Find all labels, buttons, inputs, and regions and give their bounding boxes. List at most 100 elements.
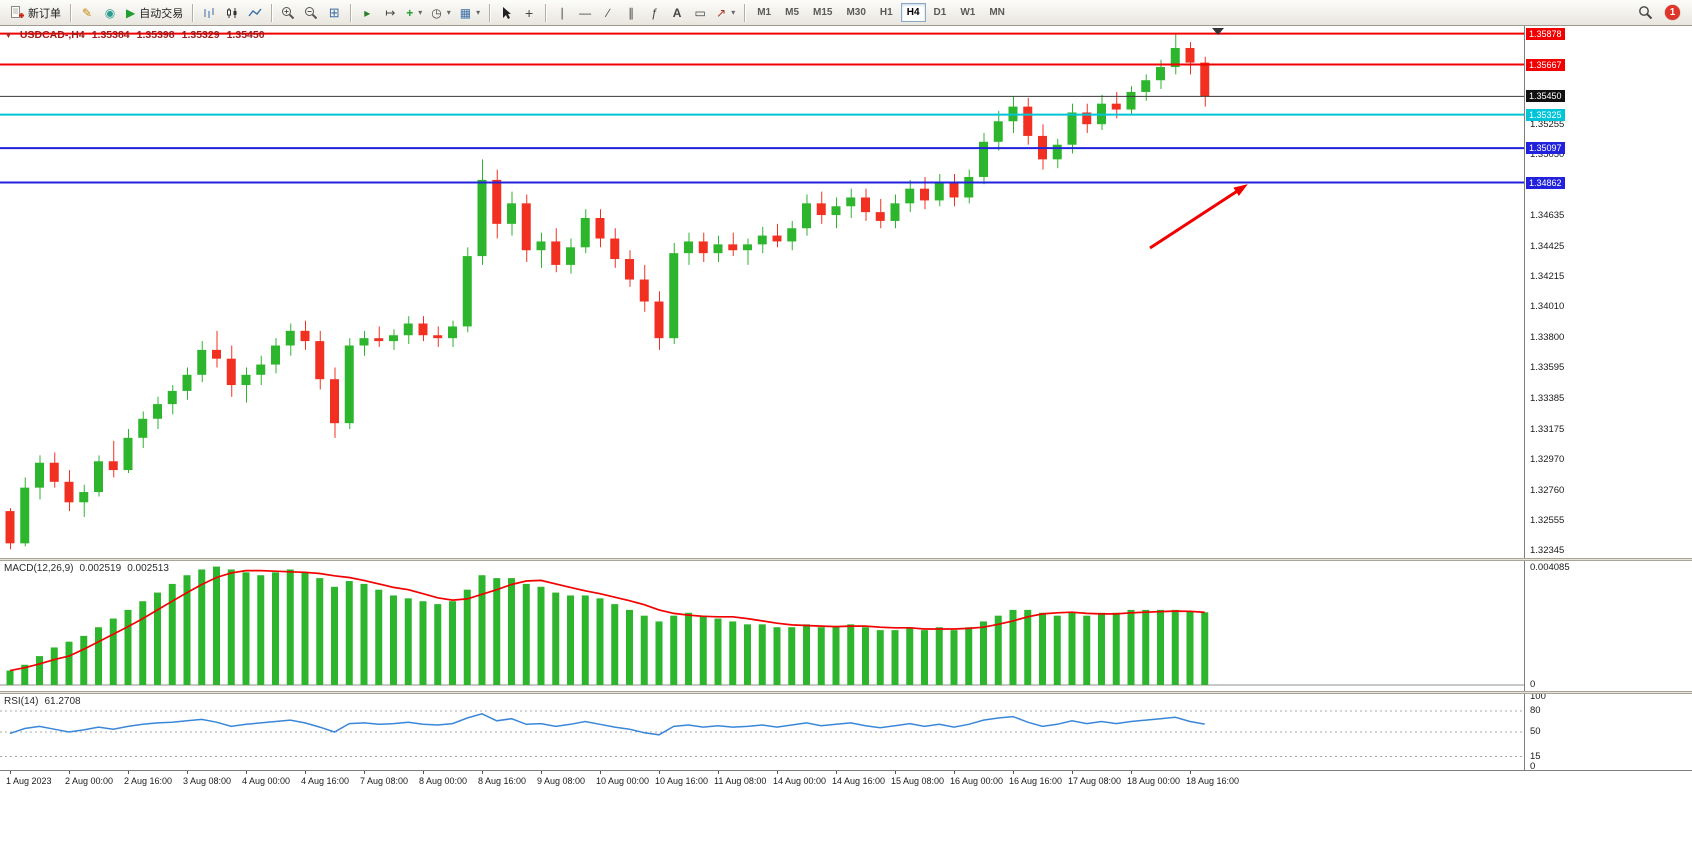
candlestick-mode-button[interactable]: [221, 3, 243, 23]
chart-menu-icon[interactable]: ▼: [4, 30, 13, 40]
timeframe-m30-button[interactable]: M30: [840, 3, 871, 22]
time-axis-label: 2 Aug 00:00: [65, 776, 114, 786]
quote-low: 1.35329: [181, 29, 220, 41]
macd-value-main: 0.002519: [79, 563, 122, 574]
timeframe-m5-button[interactable]: M5: [779, 3, 805, 22]
rsi-axis-label: 100: [1530, 691, 1546, 702]
bar-chart-mode-button[interactable]: [198, 3, 220, 23]
tile-windows-icon: ⊞: [328, 4, 340, 20]
text-tool-button[interactable]: A: [666, 3, 688, 23]
time-axis[interactable]: 1 Aug 2023 2 Aug 00:00 2 Aug 16:00 3 Aug 08…: [0, 770, 1692, 795]
time-axis-tick: [954, 771, 955, 774]
timeframe-m1-button[interactable]: M1: [751, 3, 777, 22]
price-axis[interactable]: 1.35255 1.35050 1.34635 1.34425 1.34215 1.340…: [1524, 26, 1589, 772]
rsi-pane[interactable]: RSI(14) 61.2708: [0, 694, 1524, 770]
chevron-down-icon: ▾: [418, 8, 423, 17]
rsi-line: [9, 713, 1205, 736]
pane-splitter[interactable]: [0, 558, 1692, 561]
main-toolbar: 新订单 ✎ ◉ ▶ 自动交易: [0, 0, 1692, 26]
macd-chart[interactable]: [0, 561, 1524, 691]
timeframe-d1-button[interactable]: D1: [928, 3, 953, 22]
time-axis-label: 8 Aug 16:00: [478, 776, 527, 786]
time-axis-tick: [10, 771, 11, 774]
timeframe-w1-button[interactable]: W1: [954, 3, 981, 22]
timeframe-h1-button[interactable]: H1: [874, 3, 899, 22]
toolbar-separator: [192, 3, 194, 22]
zoom-out-button[interactable]: [300, 3, 322, 23]
toolbar-right-group: 1: [1634, 3, 1686, 23]
auto-trading-button[interactable]: ▶ 自动交易: [122, 3, 187, 23]
price-line-tag: 1.35450: [1526, 90, 1565, 103]
timeframe-toolbar: M1 M5 M15 M30 H1 H4 D1 W1 MN: [750, 3, 1012, 22]
text-tool-icon: A: [672, 5, 682, 20]
line-chart-mode-button[interactable]: [244, 3, 266, 23]
time-axis-tick: [305, 771, 306, 774]
bar-chart-icon: [204, 7, 214, 18]
time-axis-label: 9 Aug 08:00: [537, 776, 586, 786]
trendline-tool-button[interactable]: ∕: [597, 3, 619, 23]
indicators-button[interactable]: + ▾: [402, 3, 426, 23]
macd-pane[interactable]: MACD(12,26,9) 0.002519 0.002513: [0, 561, 1524, 691]
timeframe-mn-button[interactable]: MN: [983, 3, 1011, 22]
periods-clock-icon: ◷: [431, 5, 442, 20]
chevron-down-icon: ▾: [731, 8, 736, 17]
price-axis-label: 1.34010: [1530, 301, 1565, 313]
new-order-label: 新订单: [28, 7, 61, 20]
time-axis-tick: [1131, 771, 1132, 774]
market-watch-button[interactable]: ◉: [99, 3, 121, 23]
time-axis-tick: [836, 771, 837, 774]
text-label-tool-button[interactable]: ▭: [689, 3, 711, 23]
price-axis-label: 1.32345: [1530, 545, 1565, 557]
auto-scroll-icon: ▸: [364, 5, 371, 20]
chart-shift-marker-icon: [1212, 28, 1224, 35]
price-axis-label: 1.33800: [1530, 332, 1565, 344]
arrows-tool-button[interactable]: ↗ ▾: [712, 3, 739, 23]
cursor-button[interactable]: [495, 3, 517, 23]
price-line-tag: 1.35097: [1526, 142, 1565, 155]
main-chart-pane[interactable]: ▼ USDCAD-,H4 1.35384 1.35398 1.35329 1.3…: [0, 26, 1524, 558]
timeframe-m15-button[interactable]: M15: [807, 3, 838, 22]
new-order-button[interactable]: 新订单: [6, 3, 65, 23]
chart-shift-button[interactable]: ↦: [379, 3, 401, 23]
templates-button[interactable]: ▦ ▾: [456, 3, 484, 23]
tile-windows-button[interactable]: ⊞: [323, 3, 345, 23]
time-axis-label: 14 Aug 00:00: [773, 776, 827, 786]
time-axis-label: 11 Aug 08:00: [714, 776, 767, 786]
fibonacci-tool-button[interactable]: ƒ: [643, 3, 665, 23]
metaeditor-button[interactable]: ✎: [76, 3, 98, 23]
pane-splitter[interactable]: [0, 691, 1692, 694]
time-axis-label: 4 Aug 16:00: [301, 776, 350, 786]
time-axis-label: 17 Aug 08:00: [1068, 776, 1122, 786]
rsi-chart[interactable]: [0, 694, 1524, 770]
price-line-tag: 1.35667: [1526, 58, 1565, 71]
time-axis-tick: [777, 771, 778, 774]
auto-scroll-button[interactable]: ▸: [356, 3, 378, 23]
search-button[interactable]: [1634, 3, 1657, 23]
notification-badge[interactable]: 1: [1665, 5, 1680, 20]
crosshair-button[interactable]: +: [518, 3, 540, 23]
rsi-label: RSI(14): [4, 696, 39, 707]
macd-header: MACD(12,26,9) 0.002519 0.002513: [4, 563, 169, 574]
price-line-tag: 1.35325: [1526, 108, 1565, 121]
candles-series: [5, 33, 1210, 550]
timeframe-h4-button[interactable]: H4: [900, 3, 926, 22]
time-axis-tick: [1190, 771, 1191, 774]
line-chart-icon: [248, 8, 262, 16]
zoom-in-button[interactable]: [277, 3, 299, 23]
price-axis-label: 1.32970: [1530, 453, 1565, 465]
toolbar-separator: [350, 3, 352, 22]
trendline-icon: ∕: [607, 5, 610, 20]
auto-trading-icon: ▶: [126, 5, 136, 20]
time-axis-tick: [364, 771, 365, 774]
equidistant-channel-tool-button[interactable]: ∥: [620, 3, 642, 23]
horizontal-line-tool-button[interactable]: —: [574, 3, 596, 23]
price-axis-label: 1.33175: [1530, 423, 1565, 435]
chart-title: ▼ USDCAD-,H4 1.35384 1.35398 1.35329 1.3…: [4, 29, 265, 41]
time-axis-label: 18 Aug 00:00: [1127, 776, 1181, 786]
time-axis-label: 3 Aug 08:00: [183, 776, 232, 786]
vertical-line-tool-button[interactable]: ∣: [551, 3, 573, 23]
chart-shift-icon: ↦: [385, 5, 396, 20]
time-axis-tick: [69, 771, 70, 774]
periods-button[interactable]: ◷ ▾: [427, 3, 455, 23]
candlestick-chart[interactable]: [0, 26, 1524, 558]
